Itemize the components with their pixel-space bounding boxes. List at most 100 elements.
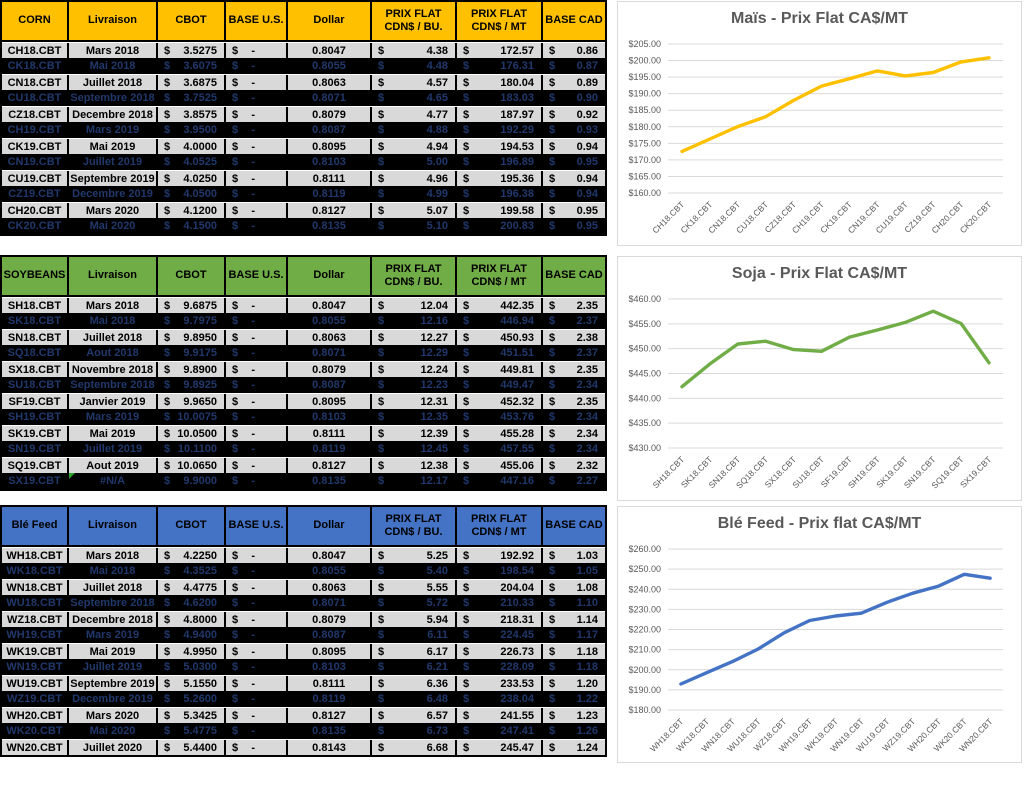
cbot-cell[interactable]: $4.1500 [158,218,226,234]
dollar-cell[interactable]: 0.8071 [288,345,372,361]
cbot-cell[interactable]: $4.9400 [158,627,226,643]
ticker-cell[interactable]: CH19.CBT [2,122,69,138]
base-us-cell[interactable]: $ - [226,186,288,202]
dollar-cell[interactable]: 0.8127 [288,458,372,473]
prix-flat-mt-cell[interactable]: $233.53 [457,676,543,691]
base-cad-cell[interactable]: $0.95 [543,203,605,218]
cbot-cell[interactable]: $4.0250 [158,171,226,186]
prix-flat-mt-cell[interactable]: $449.81 [457,362,543,377]
livraison-cell[interactable]: Juillet 2018 [69,75,158,90]
livraison-cell[interactable]: Novembre 2018 [69,362,158,377]
livraison-cell[interactable]: Septembre 2018 [69,90,158,106]
dollar-cell[interactable]: 0.8135 [288,218,372,234]
dollar-cell[interactable]: 0.8087 [288,627,372,643]
ticker-cell[interactable]: WK20.CBT [2,723,69,739]
ticker-cell[interactable]: CN19.CBT [2,154,69,170]
prix-flat-mt-cell[interactable]: $192.92 [457,548,543,563]
ticker-cell[interactable]: CK19.CBT [2,139,69,154]
livraison-cell[interactable]: Septembre 2019 [69,676,158,691]
prix-flat-mt-cell[interactable]: $447.16 [457,473,543,489]
dollar-cell[interactable]: 0.8119 [288,441,372,457]
base-us-cell[interactable]: $ - [226,171,288,186]
base-us-cell[interactable]: $ - [226,627,288,643]
base-cad-cell[interactable]: $1.08 [543,580,605,595]
prix-flat-bu-cell[interactable]: $12.24 [372,362,457,377]
base-cad-cell[interactable]: $2.34 [543,377,605,393]
base-cad-cell[interactable]: $0.89 [543,75,605,90]
livraison-cell[interactable]: Septembre 2018 [69,595,158,611]
base-us-cell[interactable]: $ - [226,691,288,707]
livraison-cell[interactable]: Aout 2019 [69,458,158,473]
base-cad-cell[interactable]: $2.34 [543,426,605,441]
base-cad-cell[interactable]: $0.87 [543,58,605,74]
base-us-cell[interactable]: $ - [226,75,288,90]
prix-flat-bu-cell[interactable]: $5.00 [372,154,457,170]
prix-flat-bu-cell[interactable]: $12.39 [372,426,457,441]
base-cad-cell[interactable]: $0.90 [543,90,605,106]
cbot-cell[interactable]: $3.6075 [158,58,226,74]
cbot-cell[interactable]: $3.8575 [158,107,226,122]
prix-flat-mt-cell[interactable]: $247.41 [457,723,543,739]
livraison-cell[interactable]: Juillet 2018 [69,580,158,595]
cbot-cell[interactable]: $5.0300 [158,659,226,675]
livraison-cell[interactable]: Decembre 2018 [69,107,158,122]
prix-flat-mt-cell[interactable]: $455.28 [457,426,543,441]
cbot-cell[interactable]: $3.9500 [158,122,226,138]
prix-flat-mt-cell[interactable]: $176.31 [457,58,543,74]
dollar-cell[interactable]: 0.8095 [288,139,372,154]
base-cad-cell[interactable]: $2.27 [543,473,605,489]
cbot-cell[interactable]: $10.1100 [158,441,226,457]
prix-flat-bu-cell[interactable]: $6.11 [372,627,457,643]
cbot-cell[interactable]: $4.6200 [158,595,226,611]
base-cad-cell[interactable]: $1.18 [543,644,605,659]
prix-flat-bu-cell[interactable]: $4.57 [372,75,457,90]
cbot-cell[interactable]: $4.0525 [158,154,226,170]
cbot-cell[interactable]: $10.0650 [158,458,226,473]
cbot-cell[interactable]: $9.7975 [158,313,226,329]
prix-flat-mt-cell[interactable]: $196.89 [457,154,543,170]
livraison-cell[interactable]: Mars 2020 [69,203,158,218]
cbot-cell[interactable]: $4.1200 [158,203,226,218]
prix-flat-bu-cell[interactable]: $4.96 [372,171,457,186]
cbot-cell[interactable]: $5.2600 [158,691,226,707]
base-us-cell[interactable]: $ - [226,740,288,755]
cbot-cell[interactable]: $10.0075 [158,409,226,425]
base-cad-cell[interactable]: $1.23 [543,708,605,723]
livraison-cell[interactable]: Decembre 2018 [69,612,158,627]
base-cad-cell[interactable]: $0.95 [543,154,605,170]
dollar-cell[interactable]: 0.8079 [288,107,372,122]
prix-flat-mt-cell[interactable]: $224.45 [457,627,543,643]
prix-flat-bu-cell[interactable]: $12.38 [372,458,457,473]
livraison-cell[interactable]: Decembre 2019 [69,186,158,202]
base-cad-cell[interactable]: $0.94 [543,171,605,186]
dollar-cell[interactable]: 0.8047 [288,548,372,563]
base-us-cell[interactable]: $ - [226,394,288,409]
base-us-cell[interactable]: $ - [226,298,288,313]
prix-flat-mt-cell[interactable]: $204.04 [457,580,543,595]
base-us-cell[interactable]: $ - [226,563,288,579]
cbot-cell[interactable]: $10.0500 [158,426,226,441]
prix-flat-bu-cell[interactable]: $5.25 [372,548,457,563]
base-us-cell[interactable]: $ - [226,659,288,675]
livraison-cell[interactable]: Septembre 2018 [69,377,158,393]
dollar-cell[interactable]: 0.8063 [288,330,372,345]
base-us-cell[interactable]: $ - [226,43,288,58]
cbot-cell[interactable]: $9.8950 [158,330,226,345]
ticker-cell[interactable]: CH18.CBT [2,43,69,58]
base-cad-cell[interactable]: $1.14 [543,612,605,627]
ticker-cell[interactable]: SN18.CBT [2,330,69,345]
dollar-cell[interactable]: 0.8119 [288,186,372,202]
prix-flat-bu-cell[interactable]: $6.73 [372,723,457,739]
ticker-cell[interactable]: SX18.CBT [2,362,69,377]
prix-flat-bu-cell[interactable]: $5.72 [372,595,457,611]
dollar-cell[interactable]: 0.8047 [288,43,372,58]
prix-flat-bu-cell[interactable]: $5.10 [372,218,457,234]
base-cad-cell[interactable]: $0.95 [543,218,605,234]
livraison-cell[interactable]: Juillet 2019 [69,659,158,675]
dollar-cell[interactable]: 0.8055 [288,58,372,74]
base-cad-cell[interactable]: $0.94 [543,139,605,154]
base-cad-cell[interactable]: $2.35 [543,362,605,377]
prix-flat-mt-cell[interactable]: $446.94 [457,313,543,329]
livraison-cell[interactable]: Septembre 2019 [69,171,158,186]
prix-flat-bu-cell[interactable]: $4.77 [372,107,457,122]
